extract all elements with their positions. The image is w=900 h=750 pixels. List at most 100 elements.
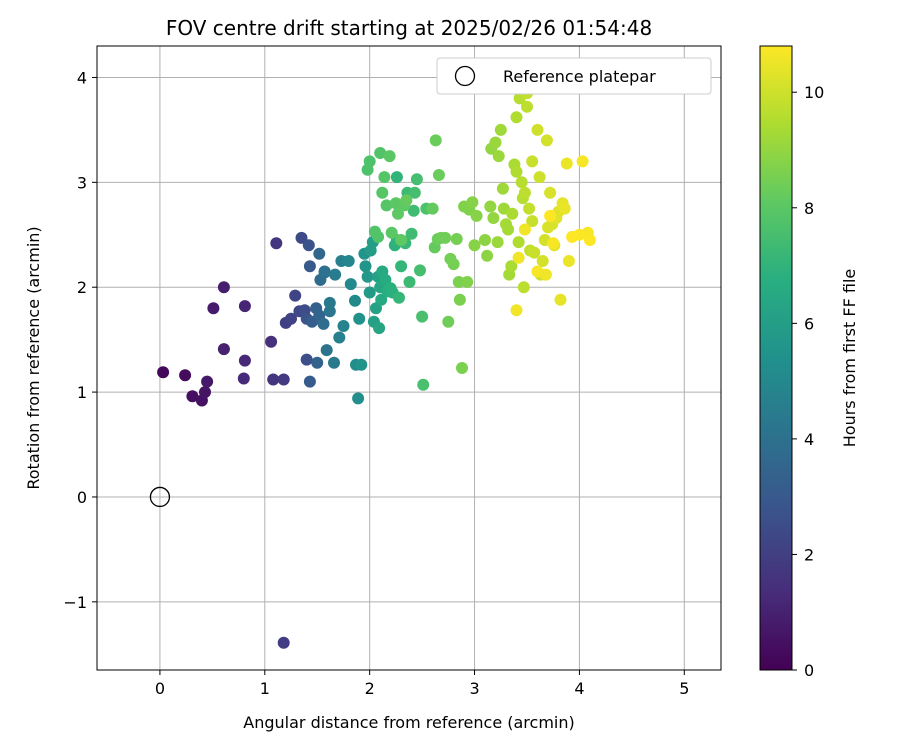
data-point bbox=[583, 234, 596, 246]
data-point bbox=[481, 249, 494, 262]
grid bbox=[97, 46, 721, 670]
colorbar-tick-label: 4 bbox=[804, 430, 814, 449]
chart-title: FOV centre drift starting at 2025/02/26 … bbox=[166, 16, 652, 40]
data-point bbox=[544, 209, 557, 222]
legend: Reference platepar bbox=[436, 57, 712, 95]
data-point bbox=[536, 255, 549, 267]
data-point bbox=[363, 286, 376, 299]
data-point bbox=[395, 260, 408, 273]
data-point bbox=[318, 266, 331, 279]
data-point bbox=[373, 322, 386, 335]
data-point bbox=[414, 264, 426, 277]
data-point bbox=[417, 378, 430, 391]
data-point bbox=[410, 173, 423, 186]
data-point bbox=[447, 258, 460, 271]
colorbar-tick-label: 2 bbox=[804, 545, 814, 564]
data-point bbox=[393, 291, 405, 304]
data-point bbox=[277, 373, 290, 386]
data-point bbox=[333, 331, 346, 344]
data-point bbox=[566, 230, 579, 243]
data-point bbox=[479, 234, 491, 246]
colorbar-tick-label: 0 bbox=[804, 661, 814, 680]
y-tick-label: 4 bbox=[77, 68, 87, 87]
data-point bbox=[375, 293, 388, 306]
data-point bbox=[453, 293, 466, 306]
data-point bbox=[372, 230, 385, 243]
data-point bbox=[526, 155, 539, 168]
data-point bbox=[207, 302, 220, 315]
plot-frame bbox=[96, 45, 722, 671]
data-point bbox=[289, 289, 302, 302]
data-point bbox=[199, 386, 211, 399]
data-point bbox=[518, 186, 531, 199]
data-point bbox=[523, 202, 536, 215]
x-tick-label: 1 bbox=[260, 679, 270, 698]
data-point bbox=[157, 366, 170, 379]
data-point bbox=[502, 223, 515, 236]
data-point bbox=[452, 276, 465, 288]
data-point bbox=[238, 354, 251, 367]
legend-box bbox=[436, 57, 712, 95]
data-point bbox=[403, 276, 416, 288]
data-point bbox=[506, 207, 519, 220]
data-point bbox=[376, 186, 389, 199]
data-point bbox=[323, 305, 336, 318]
colorbar-tick-label: 8 bbox=[804, 199, 814, 218]
x-tick-label: 5 bbox=[679, 679, 689, 698]
data-point bbox=[576, 155, 589, 168]
data-point bbox=[429, 134, 442, 147]
x-tick-label: 4 bbox=[574, 679, 584, 698]
data-point bbox=[505, 260, 518, 273]
data-point bbox=[383, 150, 396, 163]
data-point bbox=[442, 315, 455, 328]
colorbar: 0 2 4 6 8 10 Hours from first FF file bbox=[759, 45, 859, 680]
data-point bbox=[323, 296, 336, 309]
data-point bbox=[468, 239, 481, 252]
data-point bbox=[492, 150, 505, 163]
y-tick-label: 0 bbox=[77, 488, 87, 507]
y-tick-label: 3 bbox=[77, 173, 87, 192]
data-point bbox=[466, 196, 479, 209]
data-point bbox=[238, 300, 251, 313]
data-point bbox=[395, 234, 408, 246]
data-point bbox=[311, 356, 324, 369]
data-point bbox=[544, 186, 557, 199]
data-point bbox=[352, 392, 365, 405]
data-point bbox=[342, 255, 355, 267]
data-point bbox=[510, 304, 523, 317]
data-point bbox=[554, 293, 567, 306]
data-point bbox=[302, 239, 315, 252]
colorbar-tick-label: 6 bbox=[804, 314, 814, 333]
data-point bbox=[179, 369, 192, 382]
x-tick-label: 3 bbox=[469, 679, 479, 698]
data-point bbox=[489, 136, 502, 149]
y-tick-label: −1 bbox=[63, 593, 87, 612]
y-axis-label: Rotation from reference (arcmin) bbox=[24, 226, 43, 489]
data-point bbox=[521, 100, 533, 113]
data-point bbox=[201, 375, 214, 388]
data-point bbox=[390, 171, 403, 184]
data-point bbox=[186, 390, 199, 403]
data-point bbox=[317, 317, 330, 330]
data-point bbox=[385, 226, 398, 239]
data-point bbox=[470, 209, 483, 222]
data-point bbox=[562, 255, 575, 267]
data-point bbox=[270, 237, 283, 250]
reference-marker bbox=[149, 486, 171, 508]
data-point bbox=[533, 171, 546, 184]
data-point bbox=[510, 165, 523, 178]
data-point bbox=[426, 202, 439, 215]
data-point bbox=[558, 202, 571, 215]
x-tick-label: 2 bbox=[365, 679, 375, 698]
axis-ticks: 0 1 2 3 4 5 −1 0 1 2 3 4 bbox=[63, 68, 689, 698]
data-point bbox=[285, 312, 297, 325]
data-point bbox=[512, 236, 525, 249]
data-point bbox=[416, 310, 429, 323]
colorbar-label: Hours from first FF file bbox=[840, 269, 859, 448]
data-point bbox=[491, 236, 504, 249]
data-point bbox=[217, 343, 230, 356]
data-point bbox=[560, 157, 573, 170]
data-point bbox=[518, 223, 531, 236]
colorbar-tick-label: 10 bbox=[804, 83, 824, 102]
